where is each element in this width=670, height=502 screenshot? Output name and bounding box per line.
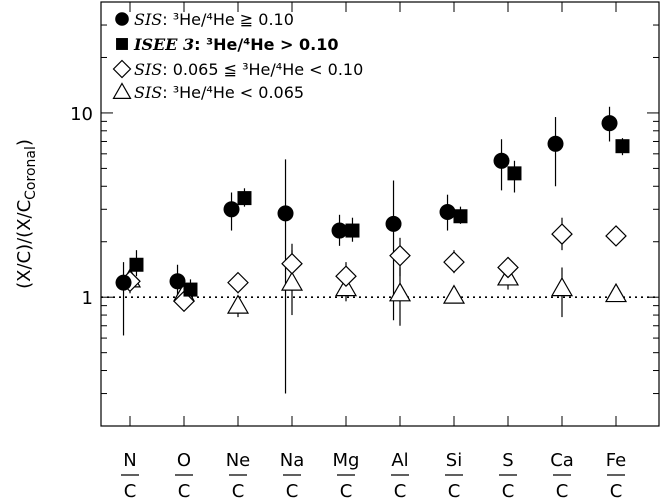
open-diamond-marker	[281, 252, 303, 275]
filled-circle-marker	[223, 201, 240, 218]
y-axis-title: (X/C)/(X/CCoronal)	[14, 139, 39, 289]
category-label: Si C	[445, 450, 463, 502]
y-tick-label: 1	[82, 288, 93, 309]
category-denominator: C	[556, 481, 569, 502]
category-label: NC	[121, 450, 139, 502]
y-tick-label: 10	[70, 104, 93, 125]
category-denominator: C	[502, 481, 515, 502]
filled-square-marker	[116, 38, 128, 50]
filled-square-marker	[507, 166, 522, 181]
legend-text: : ³He/⁴He < 0.065	[162, 83, 304, 102]
plot-frame	[100, 1, 660, 427]
filled-circle-marker	[547, 135, 564, 152]
open-diamond-marker	[335, 265, 357, 288]
category-label: Al C	[391, 450, 409, 502]
category-label: Fe C	[606, 450, 626, 502]
axis-ticks: 1 10	[70, 1, 659, 427]
category-label: Na C	[280, 450, 305, 502]
legend-label: SIS: 0.065 ≦ ³He/⁴He < 0.10	[134, 60, 363, 79]
legend-name: SIS	[134, 83, 162, 102]
category-label: Mg C	[333, 450, 360, 502]
data-marks	[115, 106, 630, 394]
filled-square-marker	[345, 223, 360, 238]
category-numerator: N	[123, 450, 136, 471]
open-triangle-marker	[442, 284, 466, 304]
legend-name: SIS	[134, 60, 162, 79]
filled-square-marker	[453, 209, 468, 224]
open-diamond-marker	[443, 251, 465, 273]
filled-square-marker	[615, 139, 630, 154]
legend-entry: ISEE 3: ³He/⁴He > 0.10	[116, 35, 338, 54]
category-label: Ca C	[550, 450, 574, 502]
filled-circle-marker	[439, 204, 456, 221]
legend-name: ISEE 3	[133, 35, 194, 54]
category-numerator: Al	[391, 450, 408, 471]
open-diamond-marker	[605, 225, 627, 247]
category-numerator: Mg	[333, 450, 360, 471]
category-denominator: C	[286, 481, 299, 502]
y-axis-label: (X/C)/(X/CCoronal)	[14, 139, 39, 289]
filled-circle-marker	[331, 222, 348, 239]
open-diamond-marker	[112, 59, 132, 79]
filled-circle-marker	[385, 215, 402, 232]
filled-square-marker	[183, 282, 198, 297]
legend-label: SIS: ³He/⁴He < 0.065	[134, 83, 304, 102]
open-triangle-marker	[112, 82, 132, 99]
category-label: SC	[499, 450, 517, 502]
open-triangle-marker	[280, 271, 304, 291]
filled-circle-marker	[277, 205, 294, 222]
filled-circle-marker	[601, 115, 618, 132]
category-denominator: C	[448, 481, 461, 502]
category-numerator: Na	[280, 450, 305, 471]
open-diamond-marker	[227, 271, 249, 294]
open-diamond-marker	[551, 223, 573, 245]
category-numerator: Ca	[550, 450, 574, 471]
open-triangle-marker	[604, 282, 628, 303]
open-diamond-marker	[497, 256, 519, 279]
category-numerator: Ne	[226, 450, 251, 471]
open-triangle-marker	[226, 294, 250, 314]
category-label: OC	[175, 450, 193, 502]
category-denominator: C	[340, 481, 353, 502]
category-denominator: C	[232, 481, 245, 502]
filled-circle-marker	[169, 273, 186, 290]
filled-circle-marker	[115, 12, 129, 26]
open-triangle-marker	[550, 276, 574, 297]
filled-square-marker	[129, 257, 144, 272]
legend-text: : ³He/⁴He > 0.10	[194, 35, 338, 54]
category-denominator: C	[394, 481, 407, 502]
filled-square-marker	[237, 191, 252, 206]
category-label: Ne C	[226, 450, 251, 502]
category-numerator: O	[177, 450, 191, 471]
category-denominator: C	[178, 481, 191, 502]
open-triangle-marker	[388, 282, 412, 302]
legend-text: : 0.065 ≦ ³He/⁴He < 0.10	[162, 60, 363, 79]
legend-label: ISEE 3: ³He/⁴He > 0.10	[133, 35, 338, 54]
legend-entry: SIS: ³He/⁴He < 0.065	[112, 82, 304, 102]
category-numerator: Si	[446, 450, 462, 471]
category-numerator: S	[502, 450, 513, 471]
legend-entry: SIS: 0.065 ≦ ³He/⁴He < 0.10	[112, 59, 363, 79]
category-numerator: Fe	[606, 450, 626, 471]
filled-circle-marker	[493, 152, 510, 169]
category-denominator: C	[610, 481, 623, 502]
legend-text: : ³He/⁴He ≧ 0.10	[162, 10, 294, 29]
category-denominator: C	[124, 481, 137, 502]
filled-circle-marker	[115, 274, 132, 291]
legend-label: SIS: ³He/⁴He ≧ 0.10	[134, 10, 294, 29]
legend-name: SIS	[134, 10, 162, 29]
legend-entry: SIS: ³He/⁴He ≧ 0.10	[115, 10, 294, 29]
open-diamond-marker	[389, 244, 411, 267]
